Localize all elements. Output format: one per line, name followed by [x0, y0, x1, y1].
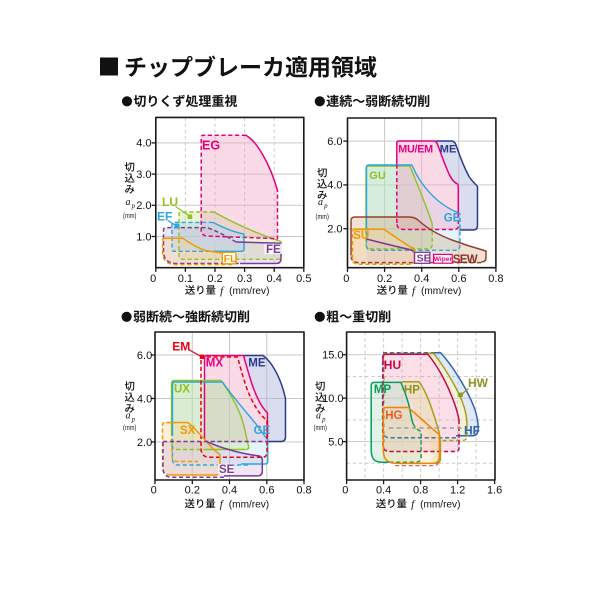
svg-text:4.0: 4.0 [327, 180, 342, 192]
svg-text:Wiper: Wiper [434, 256, 453, 263]
svg-text:(mm/rev): (mm/rev) [229, 286, 269, 297]
svg-text:2.0: 2.0 [137, 437, 152, 449]
svg-text:a: a [126, 197, 131, 208]
svg-text:HG: HG [385, 410, 402, 422]
svg-text:(mm/rev): (mm/rev) [229, 499, 269, 510]
svg-text:GU: GU [369, 170, 386, 182]
svg-text:6.0: 6.0 [137, 350, 152, 362]
svg-text:10.0: 10.0 [322, 393, 343, 405]
svg-text:a: a [126, 411, 131, 422]
svg-text:0.8: 0.8 [413, 485, 428, 497]
svg-text:(mm/rev): (mm/rev) [421, 286, 461, 297]
svg-text:p: p [131, 416, 136, 423]
svg-text:HU: HU [384, 358, 401, 372]
svg-text:GE: GE [254, 425, 271, 437]
svg-text:MU/EM: MU/EM [398, 143, 433, 155]
svg-text:0: 0 [151, 485, 157, 497]
svg-text:(mm): (mm) [123, 211, 136, 220]
svg-text:0.8: 0.8 [488, 273, 503, 285]
svg-text:0.4: 0.4 [267, 273, 282, 285]
svg-text:MX: MX [206, 357, 224, 369]
svg-text:0.2: 0.2 [377, 273, 392, 285]
svg-text:4.0: 4.0 [136, 138, 151, 150]
svg-text:f: f [220, 285, 225, 297]
svg-text:0.8: 0.8 [296, 485, 311, 497]
svg-text:f: f [411, 498, 416, 510]
svg-text:FE: FE [266, 244, 281, 256]
svg-text:FL: FL [224, 253, 237, 265]
svg-text:4.0: 4.0 [137, 393, 152, 405]
svg-text:SE: SE [417, 253, 431, 265]
svg-text:0.2: 0.2 [185, 485, 200, 497]
svg-text:1.0: 1.0 [136, 231, 151, 243]
svg-text:EM: EM [172, 339, 190, 353]
svg-text:0.4: 0.4 [376, 485, 391, 497]
svg-text:0: 0 [342, 485, 348, 497]
svg-text:5.0: 5.0 [328, 436, 343, 448]
svg-text:(mm): (mm) [316, 212, 329, 221]
svg-text:0: 0 [150, 273, 156, 285]
svg-text:MP: MP [374, 384, 392, 396]
svg-text:(mm): (mm) [314, 423, 327, 432]
svg-text:ME: ME [248, 357, 266, 369]
svg-text:SU: SU [353, 230, 369, 242]
svg-text:UX: UX [174, 384, 190, 396]
svg-text:2.0: 2.0 [327, 224, 342, 236]
svg-text:GE: GE [444, 213, 461, 225]
svg-text:a: a [316, 411, 321, 422]
svg-text:HW: HW [468, 376, 489, 390]
svg-text:ME: ME [440, 143, 457, 155]
svg-text:6.0: 6.0 [327, 136, 342, 148]
svg-text:p: p [131, 203, 136, 210]
svg-text:3.0: 3.0 [136, 169, 151, 181]
svg-text:f: f [412, 285, 417, 297]
svg-text:SEW: SEW [453, 254, 478, 266]
svg-text:0.4: 0.4 [222, 485, 237, 497]
svg-text:f: f [220, 498, 225, 510]
svg-text:0.2: 0.2 [207, 273, 222, 285]
svg-text:LU: LU [162, 195, 178, 209]
svg-text:1.6: 1.6 [487, 485, 502, 497]
svg-text:0.5: 0.5 [296, 273, 311, 285]
svg-text:EG: EG [202, 139, 220, 153]
svg-text:0.4: 0.4 [414, 273, 429, 285]
svg-text:0.6: 0.6 [451, 273, 466, 285]
svg-text:SX: SX [180, 425, 196, 437]
svg-text:SE: SE [219, 464, 235, 476]
svg-text:0: 0 [343, 273, 349, 285]
svg-text:1.2: 1.2 [450, 485, 465, 497]
svg-text:2.0: 2.0 [136, 200, 151, 212]
svg-text:a: a [318, 197, 323, 208]
svg-text:0.1: 0.1 [178, 273, 193, 285]
svg-text:0.6: 0.6 [259, 485, 274, 497]
svg-text:p: p [321, 416, 326, 423]
svg-text:15.0: 15.0 [322, 350, 343, 362]
svg-text:(mm): (mm) [123, 423, 136, 432]
svg-text:p: p [323, 203, 328, 210]
svg-text:HP: HP [404, 384, 420, 396]
svg-text:HF: HF [464, 423, 480, 437]
svg-text:0.3: 0.3 [237, 273, 252, 285]
svg-text:(mm/rev): (mm/rev) [420, 499, 460, 510]
